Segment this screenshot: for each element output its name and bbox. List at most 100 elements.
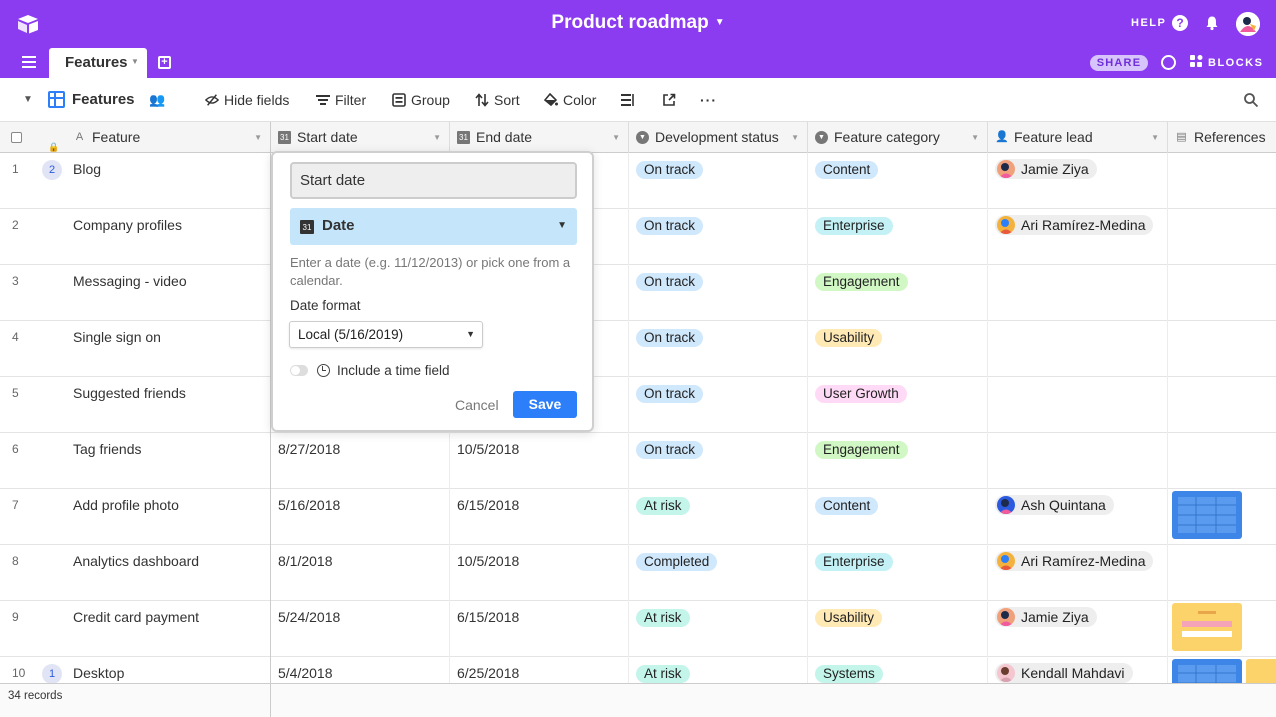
end-date-cell[interactable]	[450, 377, 629, 433]
table-row[interactable]: 2 Company profiles On track Enterprise Ari R…	[0, 209, 1276, 265]
development-status-cell[interactable]: On track	[629, 209, 808, 265]
development-status-cell[interactable]: At risk	[629, 489, 808, 545]
start-date-cell[interactable]: 8/27/2018	[271, 433, 450, 489]
sort-button[interactable]: Sort	[475, 78, 520, 122]
column-header-feature[interactable]: A Feature ▼	[66, 122, 271, 153]
development-status-cell[interactable]: On track	[629, 321, 808, 377]
column-header-references[interactable]: ▤ References	[1168, 122, 1276, 153]
tab-features[interactable]: Features ▼	[49, 48, 147, 78]
end-date-cell[interactable]: 6/15/2018	[450, 601, 629, 657]
feature-category-cell[interactable]: Usability	[808, 601, 988, 657]
base-title-text[interactable]: Product roadmap	[551, 12, 709, 33]
attachment-thumbnail[interactable]	[1172, 603, 1242, 651]
feature-cell[interactable]: Analytics dashboard	[66, 545, 271, 601]
references-cell[interactable]	[1168, 657, 1276, 683]
feature-lead-cell[interactable]: Ash Quintana	[988, 489, 1168, 545]
column-menu-caret-icon[interactable]: ▼	[254, 133, 262, 142]
help-icon[interactable]: ?	[1172, 15, 1188, 31]
share-button[interactable]: SHARE	[1090, 55, 1148, 71]
comment-count-badge[interactable]: 2	[42, 160, 62, 180]
column-menu-caret-icon[interactable]: ▼	[612, 133, 620, 142]
references-cell[interactable]	[1168, 265, 1276, 321]
date-format-select[interactable]: Local (5/16/2019) ▼	[289, 321, 483, 348]
feature-category-cell[interactable]: Enterprise	[808, 209, 988, 265]
feature-cell[interactable]: Credit card payment	[66, 601, 271, 657]
references-cell[interactable]	[1168, 153, 1276, 209]
development-status-cell[interactable]: On track	[629, 265, 808, 321]
more-options-icon[interactable]: ···	[700, 92, 717, 108]
development-status-cell[interactable]: On track	[629, 153, 808, 209]
feature-lead-cell[interactable]: Ari Ramírez-Medina	[988, 545, 1168, 601]
end-date-cell[interactable]	[450, 265, 629, 321]
end-date-cell[interactable]: 6/25/2018	[450, 657, 629, 683]
attachment-thumbnail[interactable]	[1172, 659, 1242, 683]
feature-category-cell[interactable]: Usability	[808, 321, 988, 377]
feature-category-cell[interactable]: User Growth	[808, 377, 988, 433]
row-number-cell[interactable]: 6	[0, 433, 66, 489]
feature-lead-cell[interactable]: Jamie Ziya	[988, 601, 1168, 657]
column-header-feature-lead[interactable]: 👤 Feature lead ▼	[988, 122, 1168, 153]
feature-cell[interactable]: Blog	[66, 153, 271, 209]
feature-cell[interactable]: Single sign on	[66, 321, 271, 377]
row-number-cell[interactable]: 10 1	[0, 657, 66, 683]
share-view-button[interactable]	[662, 78, 681, 122]
help-link[interactable]: HELP	[1131, 17, 1167, 29]
group-button[interactable]: Group	[392, 78, 450, 122]
end-date-cell[interactable]: 10/5/2018	[450, 545, 629, 601]
end-date-cell[interactable]	[450, 153, 629, 209]
row-number-cell[interactable]: 8	[0, 545, 66, 601]
select-all-checkbox[interactable]	[11, 132, 22, 143]
base-menu-caret-icon[interactable]: ▼	[714, 17, 725, 28]
end-date-cell[interactable]: 6/15/2018	[450, 489, 629, 545]
references-cell[interactable]	[1168, 321, 1276, 377]
table-row[interactable]: 10 1 Desktop 5/4/2018 6/25/2018 At risk System…	[0, 657, 1276, 683]
feature-lead-cell[interactable]	[988, 377, 1168, 433]
column-menu-caret-icon[interactable]: ▼	[791, 133, 799, 142]
references-cell[interactable]	[1168, 209, 1276, 265]
include-time-label[interactable]: Include a time field	[337, 363, 450, 378]
feature-cell[interactable]: Desktop	[66, 657, 271, 683]
attachment-thumbnail[interactable]	[1246, 659, 1276, 683]
table-row[interactable]: 4 Single sign on On track Usability	[0, 321, 1276, 377]
feature-cell[interactable]: Add profile photo	[66, 489, 271, 545]
column-menu-caret-icon[interactable]: ▼	[433, 133, 441, 142]
column-menu-caret-icon[interactable]: ▼	[1151, 133, 1159, 142]
feature-cell[interactable]: Messaging - video	[66, 265, 271, 321]
column-menu-caret-icon[interactable]: ▼	[971, 133, 979, 142]
view-switcher-caret-icon[interactable]: ▼	[23, 94, 33, 105]
feature-lead-cell[interactable]	[988, 433, 1168, 489]
table-row[interactable]: 3 Messaging - video On track Engagement	[0, 265, 1276, 321]
notifications-bell-icon[interactable]	[1204, 15, 1220, 31]
references-cell[interactable]	[1168, 601, 1276, 657]
grid-view-icon[interactable]	[48, 91, 65, 108]
row-number-cell[interactable]: 7	[0, 489, 66, 545]
references-cell[interactable]	[1168, 377, 1276, 433]
references-cell[interactable]	[1168, 433, 1276, 489]
references-cell[interactable]	[1168, 545, 1276, 601]
end-date-cell[interactable]	[450, 321, 629, 377]
table-row[interactable]: 7 Add profile photo 5/16/2018 6/15/2018 At r…	[0, 489, 1276, 545]
user-avatar[interactable]	[1236, 12, 1260, 36]
feature-category-cell[interactable]: Enterprise	[808, 545, 988, 601]
table-row[interactable]: 9 Credit card payment 5/24/2018 6/15/2018 At…	[0, 601, 1276, 657]
search-icon[interactable]	[1244, 93, 1258, 107]
feature-category-cell[interactable]: Engagement	[808, 265, 988, 321]
view-name[interactable]: Features	[72, 91, 135, 108]
table-row[interactable]: 5 Suggested friends On track User Growth	[0, 377, 1276, 433]
feature-cell[interactable]: Tag friends	[66, 433, 271, 489]
feature-cell[interactable]: Company profiles	[66, 209, 271, 265]
feature-lead-cell[interactable]	[988, 265, 1168, 321]
tab-menu-caret-icon[interactable]: ▼	[131, 57, 139, 66]
column-header-feature-category[interactable]: ▼ Feature category ▼	[808, 122, 988, 153]
feature-category-cell[interactable]: Systems	[808, 657, 988, 683]
hide-fields-button[interactable]: Hide fields	[205, 78, 289, 122]
comment-count-badge[interactable]: 1	[42, 664, 62, 683]
row-number-cell[interactable]: 3	[0, 265, 66, 321]
collaborative-view-icon[interactable]: 👥	[149, 92, 166, 107]
field-name-input[interactable]	[290, 162, 577, 199]
start-date-cell[interactable]: 5/16/2018	[271, 489, 450, 545]
field-type-select[interactable]: 31 Date ▼	[290, 208, 577, 245]
include-time-toggle[interactable]	[290, 365, 308, 376]
table-row[interactable]: 1 2 Blog On track Content Jamie Ziya	[0, 153, 1276, 209]
